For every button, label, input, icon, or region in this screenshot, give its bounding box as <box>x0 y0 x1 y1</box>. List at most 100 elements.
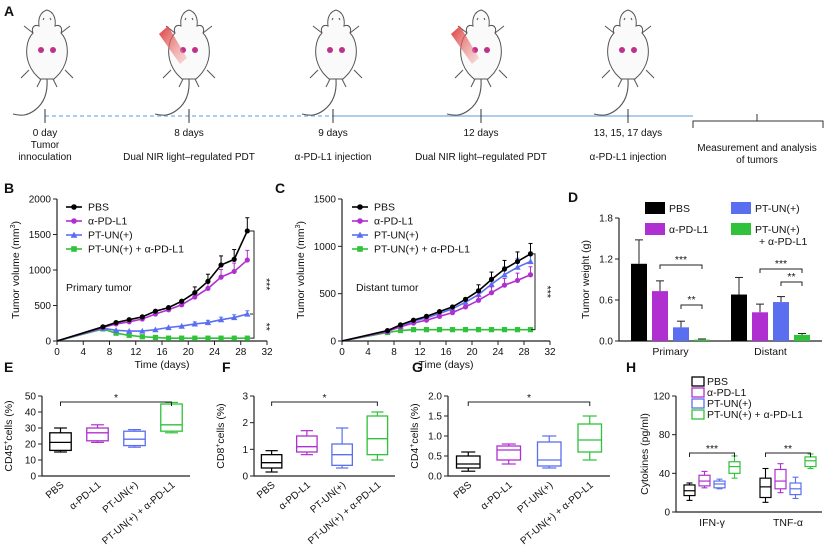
significance-bracket <box>467 401 591 406</box>
data-point-PTUN <box>125 327 133 334</box>
data-point-aPDL1 <box>475 297 482 303</box>
data-point-PBS <box>384 327 391 334</box>
marker-circle <box>192 294 198 300</box>
legend-label: PBS <box>707 376 728 388</box>
box-body <box>774 468 787 490</box>
y-tick-label: 1000 <box>314 242 337 253</box>
data-point-aPDL1 <box>192 294 198 300</box>
panel-letter: F <box>222 359 231 375</box>
box-body <box>123 430 146 447</box>
marker-circle <box>357 218 363 224</box>
significance-bracket <box>250 230 255 339</box>
text-span: Measurement and analysis <box>697 143 817 154</box>
data-point-PBS <box>501 266 508 272</box>
data-point-PTUN <box>217 316 225 323</box>
x-tick-label: 12 <box>130 347 142 358</box>
box-body <box>536 441 562 467</box>
y-tick-label: 3 <box>242 392 248 403</box>
mouse-illustration <box>12 9 74 116</box>
marker-circle <box>488 290 495 296</box>
data-point-PBS <box>100 324 106 330</box>
data-point-PBS <box>514 258 521 265</box>
x-category-label: TNF-α <box>773 517 803 529</box>
bar-PTUN <box>673 327 689 341</box>
text-span: CD45 <box>3 445 15 472</box>
data-point-combo <box>501 327 508 333</box>
marker-square <box>152 334 159 341</box>
data-point-aPDL1 <box>244 257 250 263</box>
text-span: + <box>215 444 222 448</box>
legend-marker <box>357 218 363 224</box>
legend-swatch <box>645 223 665 235</box>
data-point-combo <box>205 335 211 341</box>
x-tick-label: 24 <box>492 347 504 358</box>
data-point-combo <box>179 335 185 341</box>
marker-circle <box>126 317 132 323</box>
text-span: Tumor <box>31 140 60 151</box>
timeline-label: 12 days Dual NIR light–regulated PDT <box>415 128 547 163</box>
measurement-bracket <box>692 120 824 128</box>
significance-bracket <box>759 268 803 273</box>
marker-circle <box>423 317 430 323</box>
box-body <box>728 461 741 474</box>
bar-PTUN <box>773 302 789 341</box>
significance-bracket <box>765 452 811 457</box>
legend-swatch <box>691 398 705 409</box>
data-point-PTUN <box>514 263 521 270</box>
data-point-combo <box>244 335 250 341</box>
marker-square <box>423 327 430 333</box>
x-tick-label: 24 <box>209 347 221 358</box>
box-body <box>160 403 183 432</box>
marker-circle <box>449 304 456 310</box>
y-tick-label: 1.8 <box>599 214 613 225</box>
x-tick-label: 32 <box>261 347 273 358</box>
y-tick-label: 40 <box>25 408 37 419</box>
y-axis-label: Tumor weight (g) <box>580 240 592 319</box>
x-tick-label: 4 <box>365 347 371 358</box>
significance-label: * <box>527 392 531 404</box>
data-point-combo <box>514 327 521 333</box>
box-aPDL1 <box>296 430 318 456</box>
box-body <box>804 456 817 468</box>
legend-label: α-PD-L1 <box>374 216 413 228</box>
significance-bracket <box>689 452 735 457</box>
x-category-label: PBS <box>255 480 278 502</box>
box-combo <box>160 401 183 434</box>
data-point-PBS <box>165 305 172 311</box>
text-span: 12 days <box>463 128 498 139</box>
bar-combo <box>794 334 810 341</box>
x-tick-label: 8 <box>107 347 113 358</box>
text-span: + α-PD-L1 <box>759 236 808 248</box>
data-point-aPDL1 <box>527 272 534 278</box>
x-tick-label: 16 <box>156 347 168 358</box>
text-span: CD4 <box>409 448 421 469</box>
x-axis-label: Time (days) <box>134 359 189 371</box>
data-point-aPDL1 <box>501 282 508 288</box>
marker-square <box>462 327 469 333</box>
legend-marker <box>71 204 77 210</box>
text-span: ) <box>295 221 307 225</box>
bar-PBS <box>731 294 747 341</box>
y-tick-label: 80 <box>659 430 671 441</box>
marker-circle <box>244 257 250 263</box>
x-tick-label: 20 <box>466 347 478 358</box>
data-point-PBS <box>205 278 211 284</box>
y-tick-label: 1500 <box>314 195 337 206</box>
significance-bracket <box>531 253 536 331</box>
data-point-PTUN <box>152 326 159 333</box>
marker-circle <box>231 256 237 262</box>
x-category-label: PBS <box>44 480 67 502</box>
box-combo <box>804 453 817 470</box>
chart-title: Primary tumor <box>66 282 132 294</box>
y-tick-label: 0.0 <box>599 337 613 348</box>
text-span: Tumor volume (mm <box>295 228 307 319</box>
text-span: α-PD-L1 injection <box>590 152 667 163</box>
y-tick-label: 2000 <box>29 195 52 206</box>
data-point-aPDL1 <box>436 313 443 319</box>
y-tick-label: 30 <box>25 424 37 435</box>
text-span: Dual NIR light–regulated PDT <box>415 152 547 163</box>
marker-circle <box>527 251 534 257</box>
laser-beam-icon <box>159 26 187 64</box>
text-span: 0 day <box>33 128 57 139</box>
marker-circle <box>244 228 250 234</box>
